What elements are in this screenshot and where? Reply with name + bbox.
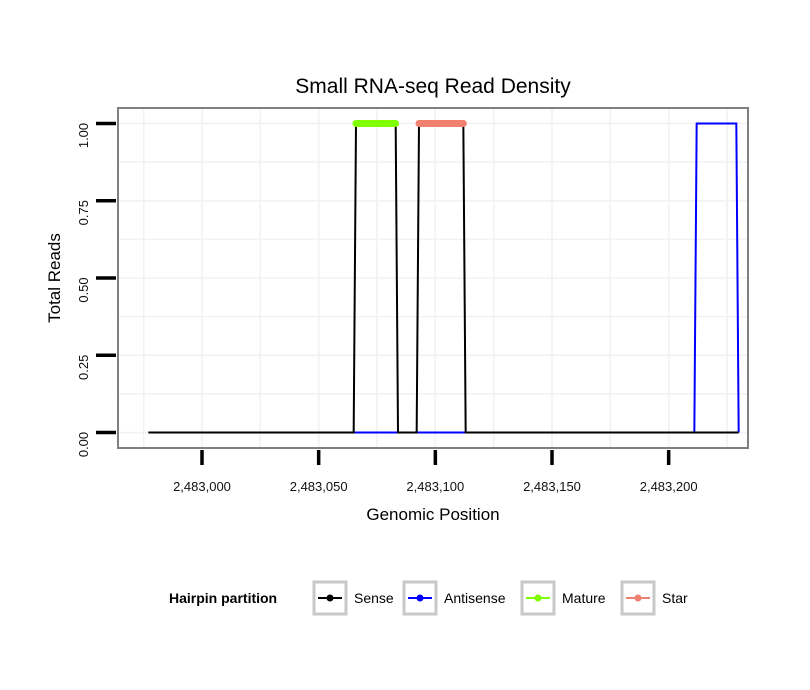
series-sense-line — [148, 122, 739, 434]
x-tick-label: 2,483,150 — [523, 479, 581, 494]
legend-point-mature — [534, 594, 542, 602]
chart-title: Small RNA-seq Read Density — [295, 75, 571, 98]
series-antisense-line — [353, 122, 740, 434]
x-tick-label: 2,483,200 — [640, 479, 698, 494]
plot-border — [117, 107, 749, 449]
y-tick-label: 1.00 — [76, 123, 91, 148]
x-axis-title: Genomic Position — [366, 505, 499, 524]
y-tick-label: 0.25 — [76, 355, 91, 380]
legend-point-antisense — [416, 594, 424, 602]
legend: Hairpin partition Sense Antisense Mature St… — [169, 580, 688, 616]
legend-point-star — [634, 594, 642, 602]
y-tick-label: 0.00 — [76, 432, 91, 457]
y-tick-label: 0.50 — [76, 277, 91, 302]
x-tick-label: 2,483,100 — [406, 479, 464, 494]
y-tick-label: 0.75 — [76, 200, 91, 225]
x-tick-label: 2,483,050 — [290, 479, 348, 494]
x-axis: 2,483,000 2,483,050 2,483,100 2,483,150 2,48… — [173, 450, 698, 494]
legend-label-star: Star — [662, 590, 688, 606]
series-layer — [148, 119, 740, 434]
y-axis: 0.00 0.25 0.50 0.75 1.00 — [76, 121, 116, 457]
y-axis-title: Total Reads — [45, 233, 64, 323]
legend-title: Hairpin partition — [169, 590, 277, 606]
legend-label-antisense: Antisense — [444, 590, 506, 606]
x-tick-label: 2,483,000 — [173, 479, 231, 494]
legend-label-sense: Sense — [354, 590, 394, 606]
legend-label-mature: Mature — [562, 590, 606, 606]
legend-point-sense — [326, 594, 334, 602]
gridlines — [118, 108, 748, 448]
